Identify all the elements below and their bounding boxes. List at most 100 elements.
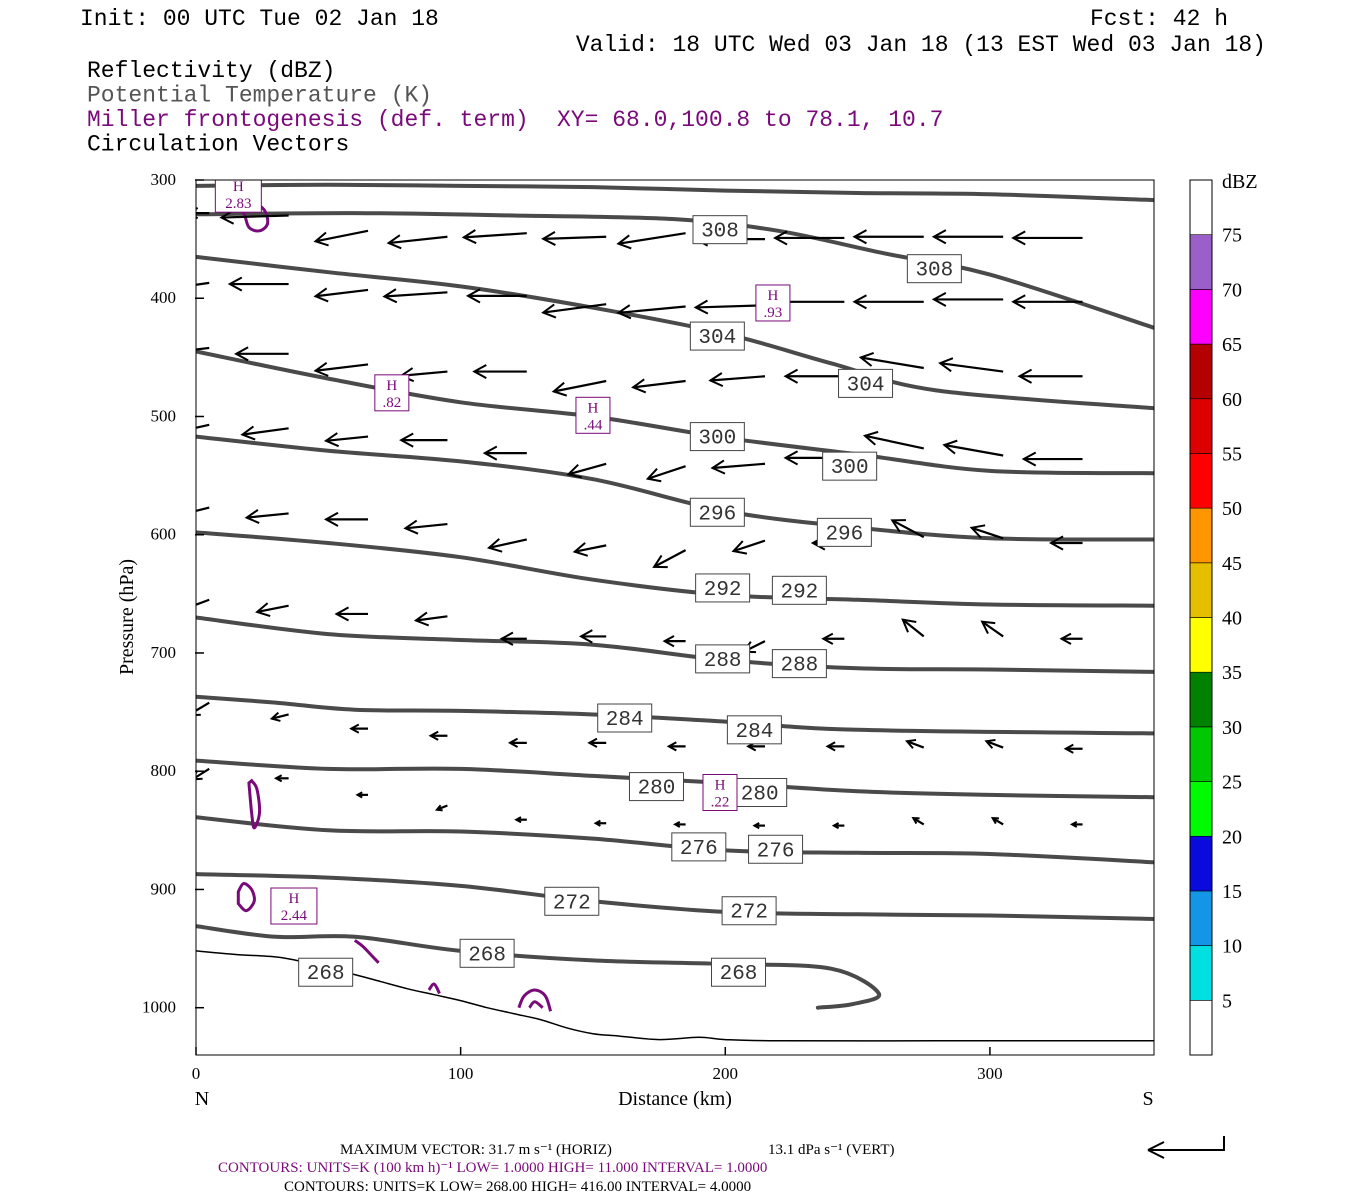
svg-text:292: 292 [780, 581, 818, 604]
colorbar-frame [1189, 179, 1213, 1056]
theta-label-20: 268 [459, 938, 515, 968]
svg-text:H: H [386, 378, 397, 394]
vector-66 [662, 635, 686, 648]
colorbar-label-30: 30 [1222, 717, 1242, 739]
vector-38 [323, 432, 369, 448]
colorbar-swatch-0 [1189, 1000, 1213, 1056]
field-name-0: Reflectivity (dBZ) [87, 58, 335, 84]
vector-36 [196, 423, 210, 429]
svg-text:308: 308 [915, 260, 953, 283]
svg-text:296: 296 [698, 503, 736, 526]
theta-label-0: 308 [692, 215, 748, 245]
svg-text:284: 284 [735, 721, 773, 744]
forecast-hour: Fcst: 42 h [1090, 6, 1228, 32]
theta-contour-304-2 [196, 254, 1154, 411]
vector-58 [969, 524, 1004, 540]
vector-0 [196, 207, 210, 220]
vector-54 [652, 549, 687, 569]
colorbar-swatch-10 [1189, 453, 1213, 509]
svg-text:288: 288 [780, 655, 818, 678]
vector-41 [566, 462, 607, 479]
vector-70 [980, 620, 1004, 638]
vector-3 [386, 234, 448, 250]
vector-32 [783, 368, 845, 384]
y-axis-label: Pressure (hPa) [116, 559, 138, 675]
axes: 300 400 500 600 700 800 900 1000 0 100 200 300 [142, 170, 1003, 1083]
colorbar-swatch-1 [1189, 945, 1213, 1001]
vector-22 [931, 291, 1004, 307]
theta-label-12: 284 [597, 703, 653, 733]
vector-50 [323, 511, 369, 527]
vector-29 [551, 379, 607, 397]
vector-53 [572, 542, 607, 557]
vector-69 [901, 618, 925, 638]
colorbar-label-20: 20 [1222, 826, 1242, 848]
colorbar-label-35: 35 [1222, 662, 1242, 684]
vector-82 [984, 738, 1004, 749]
svg-text:2.83: 2.83 [225, 196, 251, 212]
svg-text:304: 304 [698, 327, 736, 350]
vector-14 [313, 287, 369, 303]
x-tick-label-300: 300 [977, 1064, 1003, 1083]
field-list: Reflectivity (dBZ)Potential Temperature … [87, 58, 529, 158]
vector-19 [693, 299, 766, 315]
x-tick-label-0: 0 [192, 1064, 201, 1083]
vector-80 [825, 741, 845, 752]
endpoint-right: S [1142, 1088, 1153, 1110]
footer-fronto-contours: CONTOURS: UNITS=K (100 km h)⁻¹ LOW= 1.00… [218, 1160, 767, 1176]
svg-text:284: 284 [606, 709, 644, 732]
plot-area: 308 308 304 304 300 300 296 296 292 292 288 288 284 2… [196, 179, 1154, 1042]
colorbar-swatch-14 [1189, 234, 1213, 290]
valid-time: Valid: 18 UTC Wed 03 Jan 18 (13 EST Wed … [576, 32, 1266, 58]
footer-theta-contours: CONTOURS: UNITS=K LOW= 268.00 HIGH= 416.… [284, 1179, 751, 1195]
vector-15 [382, 288, 448, 304]
vector-90 [673, 820, 686, 828]
vector-76 [507, 737, 527, 748]
y-tick-label-900: 900 [151, 879, 177, 898]
theta-contour-288-6 [196, 615, 1154, 674]
vector-83 [1063, 743, 1083, 754]
vector-4 [461, 229, 527, 245]
vector-8 [772, 230, 845, 246]
colorbar-label-15: 15 [1222, 881, 1242, 903]
vector-26 [313, 361, 369, 377]
plot-frame [195, 179, 1155, 1056]
fronto-contour-0 [229, 199, 270, 233]
svg-text:288: 288 [704, 650, 742, 673]
vector-87 [434, 804, 448, 812]
theta-label-21: 268 [711, 957, 767, 987]
field-name-3: Circulation Vectors [87, 132, 349, 158]
vector-42 [645, 465, 686, 483]
vector-60 [196, 598, 210, 606]
vector-37 [240, 425, 289, 441]
svg-text:.44: .44 [584, 417, 603, 433]
svg-text:H: H [233, 179, 244, 195]
colorbar-label-60: 60 [1222, 389, 1242, 411]
svg-text:272: 272 [553, 892, 591, 915]
footer-max-vector-vert: 13.1 dPa s⁻¹ (VERT) [768, 1142, 895, 1158]
vector-31 [708, 372, 766, 388]
theta-contour-308-0 [196, 182, 1154, 203]
colorbar-label-5: 5 [1222, 990, 1232, 1012]
svg-text:.93: .93 [764, 305, 783, 321]
theta-label-15: 280 [732, 778, 788, 807]
colorbar-label-75: 75 [1222, 225, 1242, 247]
vector-62 [334, 606, 369, 622]
circulation-vectors [196, 207, 1083, 830]
vector-30 [631, 378, 686, 394]
theta-label-17: 276 [748, 834, 804, 864]
theta-label-18: 272 [544, 886, 600, 916]
theta-label-14: 280 [628, 772, 684, 802]
vector-18 [616, 304, 686, 320]
x-tick-label-100: 100 [448, 1064, 474, 1083]
colorbar-swatch-6 [1189, 671, 1213, 728]
vector-59 [1048, 535, 1083, 551]
svg-text:H: H [767, 288, 778, 304]
y-tick-label-300: 300 [151, 170, 177, 189]
vector-81 [905, 738, 925, 749]
svg-text:H: H [588, 400, 599, 416]
theta-contour-272-10 [196, 872, 1154, 921]
y-tick-label-1000: 1000 [142, 998, 176, 1017]
svg-text:.82: .82 [382, 395, 401, 411]
